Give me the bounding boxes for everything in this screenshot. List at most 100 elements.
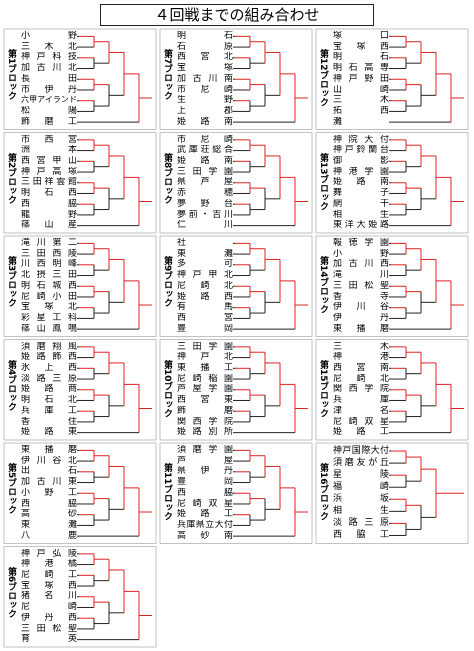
block-frame [159, 442, 313, 544]
block-frame [159, 339, 313, 441]
block-frame [159, 132, 313, 234]
team-name: 神戸北 [177, 352, 233, 363]
team-name: 須磨学園 [177, 445, 233, 455]
block-label: 第11ブロック [162, 463, 172, 521]
block-frame [159, 28, 313, 130]
team-name: 伊川谷 [333, 302, 389, 313]
block-frame [3, 28, 157, 130]
team-name: 神港橘 [21, 559, 77, 570]
team-name: 姫路工 [333, 427, 389, 438]
team-name: 西宮南 [333, 362, 389, 373]
block-label: 第12ブロック [318, 49, 328, 107]
team-name: 洲本 [21, 145, 77, 156]
team-name: 東播磨 [333, 323, 389, 334]
team-name: 宝塚西 [21, 580, 77, 591]
block-frame [315, 442, 469, 544]
team-name: 兵庫県立大付 [177, 520, 233, 531]
team-name: 浜坂 [333, 494, 389, 505]
team-name: 神戸科技 [21, 52, 77, 63]
team-name: 松陽 [21, 106, 77, 117]
team-name: 尼崎双星 [333, 416, 389, 427]
team-name: 六甲アイランド [21, 95, 77, 105]
team-name: 伊丹 [333, 313, 389, 324]
team-name: 夢野台 [177, 198, 233, 209]
team-name: 兵庫 [333, 395, 389, 406]
block-label: 第13ブロック [318, 152, 328, 211]
team-name: 彩星工科 [21, 313, 77, 324]
team-name: 八鹿 [21, 530, 77, 541]
team-name: 東灘 [21, 520, 77, 531]
team-name: 山崎 [333, 84, 389, 95]
team-name: 網干 [333, 198, 389, 209]
team-name: 西宮東 [177, 395, 233, 406]
team-name: 明石 [333, 52, 389, 63]
team-name: 須磨友が丘 [333, 458, 389, 469]
team-name: 市尼崎 [177, 134, 233, 145]
team-name: 加古川北 [21, 63, 77, 74]
team-name: 豊岡 [177, 477, 233, 488]
team-name: 伊川谷北 [21, 455, 77, 466]
team-name: 育英 [21, 634, 77, 645]
team-name: 明石城西 [21, 280, 77, 291]
team-name: 神港 [333, 352, 389, 363]
team-name: 尼崎北 [333, 373, 389, 384]
team-name: 県伊丹 [177, 466, 233, 477]
team-name: 姫路東 [21, 427, 77, 438]
team-name: 津名 [333, 405, 389, 416]
team-name: 社 [177, 238, 187, 248]
team-name: 武庫荘総合 [177, 145, 233, 156]
team-name: 三田学園 [177, 341, 233, 352]
team-name: 尼崎双星 [177, 498, 233, 509]
team-name: 篠山鳳鳴 [21, 323, 77, 334]
team-name: 塚口 [333, 31, 389, 41]
block-label: 第4ブロック [6, 359, 16, 412]
team-name: 西脇工 [333, 530, 389, 541]
team-name: 加古川東 [21, 477, 77, 488]
team-name: 明石高専 [333, 63, 389, 74]
team-name: 小野 [333, 248, 389, 259]
team-name: 宝塚 [177, 63, 233, 74]
block-frame [3, 442, 157, 544]
team-name: 神港学園 [333, 166, 389, 177]
team-name: 淡路三原 [21, 373, 77, 384]
block-frame [3, 235, 157, 337]
team-name: 姫路商 [21, 384, 77, 395]
block-label: 第3ブロック [6, 256, 16, 308]
team-name: 飾磨 [177, 405, 233, 416]
team-name: 神戸野田 [333, 73, 389, 84]
team-name: 多可 [177, 259, 233, 270]
team-name: 関西学院 [333, 384, 389, 395]
team-name: 神戸高塚 [21, 166, 77, 177]
team-name: 拓西 [333, 106, 389, 117]
team-name: 灘 [333, 116, 343, 127]
team-name: 仁川 [177, 220, 233, 231]
team-name: 神戸甲北 [177, 270, 233, 281]
block-label: 第6ブロック [6, 566, 16, 619]
team-name: 西宮甲山 [21, 155, 77, 166]
team-name: 滝川 [333, 270, 389, 281]
team-name: 香住 [21, 416, 77, 427]
team-name: 市尼崎 [177, 84, 233, 95]
team-name: 夢前・吉川 [177, 209, 233, 220]
team-name: 三木 [333, 341, 389, 352]
team-name: 東播工 [177, 362, 233, 373]
team-name: 石原 [177, 41, 233, 52]
team-name: 西脇 [21, 198, 77, 209]
team-name: 三田学園 [177, 166, 233, 177]
block-frame [315, 339, 469, 441]
team-name: 淡路三原 [333, 518, 389, 529]
team-name: 姫路西 [177, 291, 233, 302]
team-name: 芦屋学園 [177, 384, 233, 395]
team-name: 尼崎工 [21, 569, 77, 580]
block-frame [315, 132, 469, 234]
team-name: 芦屋 [177, 455, 233, 466]
team-name: 尼崎稲園 [177, 373, 233, 384]
block-label: 第9ブロック [162, 256, 172, 308]
block-label: 第15ブロック [318, 359, 328, 418]
team-name: 氷上西 [21, 362, 77, 373]
team-name: 市西宮 [21, 134, 77, 145]
block-label: 第5ブロック [6, 463, 16, 515]
block-label: 第14ブロック [318, 256, 328, 314]
